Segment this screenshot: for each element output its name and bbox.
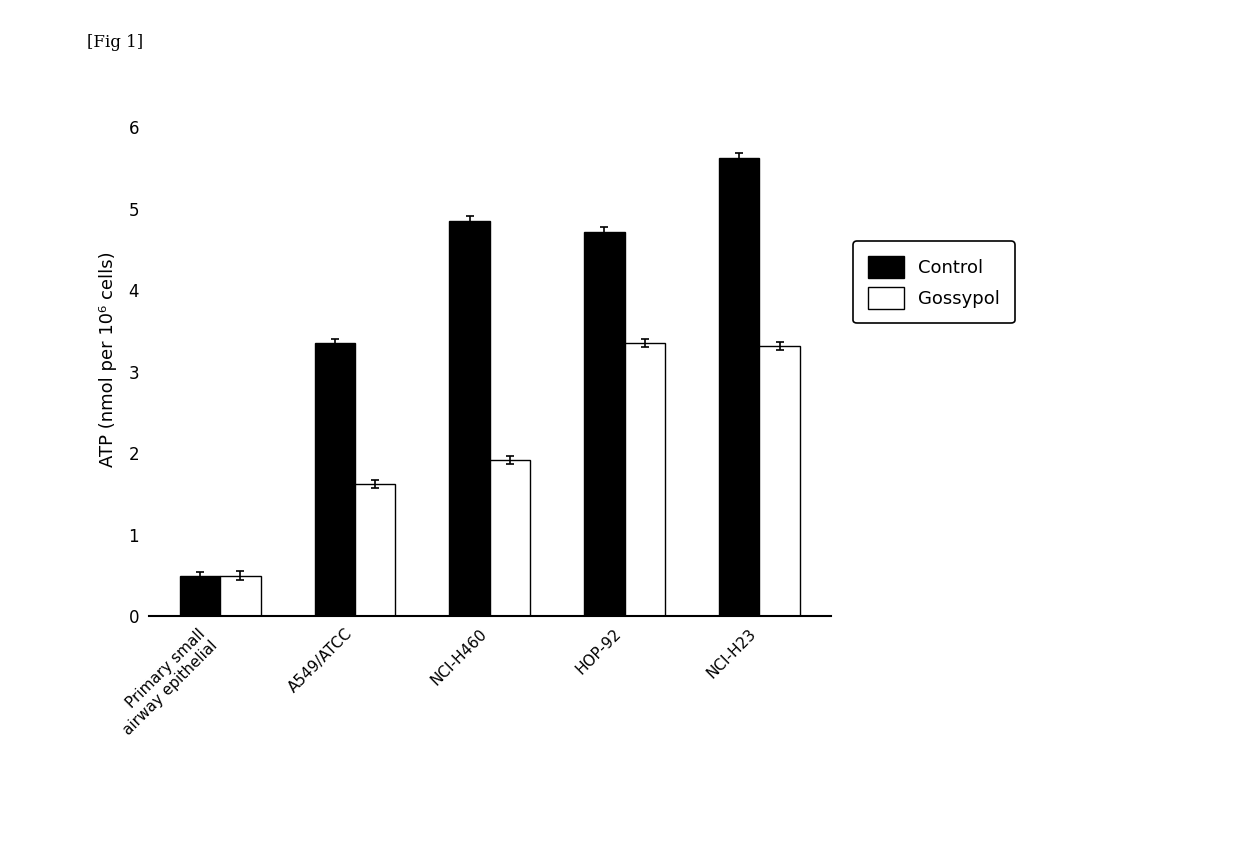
Bar bbox=[315, 343, 355, 616]
Bar bbox=[221, 575, 260, 616]
Bar bbox=[719, 158, 759, 616]
Bar bbox=[759, 346, 800, 616]
Bar bbox=[449, 221, 490, 616]
Bar bbox=[490, 460, 531, 616]
Text: [Fig 1]: [Fig 1] bbox=[87, 34, 143, 51]
Bar bbox=[625, 343, 665, 616]
Bar bbox=[584, 231, 625, 616]
Bar bbox=[355, 484, 396, 616]
Bar bbox=[180, 575, 221, 616]
Y-axis label: ATP (nmol per 10⁶ cells): ATP (nmol per 10⁶ cells) bbox=[99, 252, 118, 467]
Legend: Control, Gossypol: Control, Gossypol bbox=[853, 241, 1014, 324]
